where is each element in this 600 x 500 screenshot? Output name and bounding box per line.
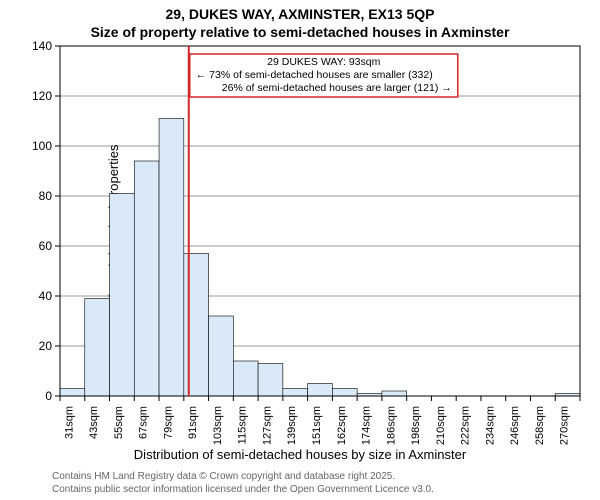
- x-tick-label: 55sqm: [113, 406, 125, 439]
- chart-plot: 0 20 40 60 80 100 120 140 31sqm 43sqm 55sqm 67sqm 79…: [0, 0, 600, 500]
- y-tick-label: 140: [32, 39, 52, 53]
- histogram-bar: [283, 389, 308, 397]
- histogram-bar: [85, 299, 110, 397]
- x-tick-label: 67sqm: [138, 406, 150, 439]
- histogram-bar: [159, 119, 184, 397]
- x-tick-label: 210sqm: [435, 406, 447, 445]
- histogram-bar: [110, 194, 135, 397]
- histogram-bar: [184, 254, 209, 397]
- x-tick-label: 43sqm: [88, 406, 100, 439]
- x-tick-label: 79sqm: [162, 406, 174, 439]
- x-tick-label: 222sqm: [460, 406, 472, 445]
- y-tick-label: 20: [39, 339, 53, 353]
- y-tick-label: 120: [32, 89, 52, 103]
- y-tick-label: 40: [39, 289, 53, 303]
- y-tick-label: 60: [39, 239, 53, 253]
- annotation-line1: 29 DUKES WAY: 93sqm: [267, 56, 380, 68]
- x-tick-label: 115sqm: [237, 406, 249, 444]
- x-tick-label: 31sqm: [63, 406, 75, 439]
- x-tick-label: 139sqm: [286, 406, 298, 445]
- x-tick-label: 270sqm: [559, 406, 571, 445]
- x-tick-label: 162sqm: [336, 406, 348, 445]
- histogram-bar: [134, 161, 159, 396]
- x-tick-label: 103sqm: [212, 406, 224, 445]
- histogram-bar: [308, 384, 333, 397]
- histogram-bar: [233, 361, 258, 396]
- y-tick-label: 80: [39, 189, 53, 203]
- y-tick-label: 100: [32, 139, 52, 153]
- x-tick-label: 198sqm: [410, 406, 422, 445]
- histogram-bar: [332, 389, 357, 397]
- histogram-bar: [258, 364, 283, 397]
- annotation-line2: ← 73% of semi-detached houses are smalle…: [196, 69, 433, 81]
- x-tick-label: 186sqm: [385, 406, 397, 445]
- x-tick-label: 246sqm: [509, 406, 521, 445]
- histogram-bar: [60, 389, 85, 397]
- y-tick-label: 0: [45, 389, 52, 403]
- histogram-bar: [209, 316, 234, 396]
- x-tick-label: 127sqm: [261, 406, 273, 445]
- x-tick-label: 91sqm: [187, 406, 199, 439]
- x-tick-label: 258sqm: [534, 406, 546, 445]
- x-tick-label: 151sqm: [311, 406, 323, 445]
- annotation-line3: 26% of semi-detached houses are larger (…: [222, 82, 452, 94]
- x-tick-label: 234sqm: [484, 406, 496, 445]
- x-tick-label: 174sqm: [361, 406, 373, 445]
- histogram-bar: [382, 391, 407, 396]
